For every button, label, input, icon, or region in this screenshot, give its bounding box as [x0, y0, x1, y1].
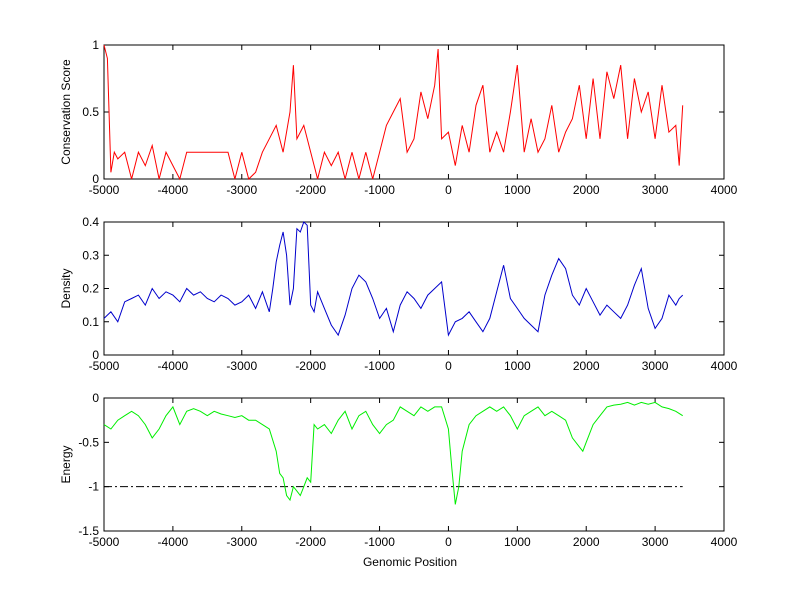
x-tick-label: 0: [445, 359, 452, 373]
series-line: [103, 221, 684, 337]
x-tick-label: -3000: [226, 535, 257, 549]
y-tick-label: -1.5: [78, 524, 99, 538]
x-tick-label: -5000: [89, 535, 120, 549]
x-tick-label: 4000: [711, 359, 738, 373]
series-line: [103, 44, 684, 181]
x-tick-label: -2000: [295, 359, 326, 373]
panel-2: -5000 -4000 -3000 -2000 -1000 0 1000 2000 3000 40…: [59, 215, 738, 373]
x-tick-label: 0: [445, 183, 452, 197]
panel-1: -5000 -4000 -3000 -2000 -1000 0 1000 2000 3000 40…: [59, 38, 738, 197]
x-tick-label: -2000: [295, 183, 326, 197]
x-tick-label: -4000: [158, 183, 189, 197]
x-tick-label: -4000: [158, 535, 189, 549]
y-tick-label: 0.5: [82, 105, 99, 119]
x-tick-label: 2000: [573, 359, 600, 373]
panels: -5000 -4000 -3000 -2000 -1000 0 1000 2000 3000 40…: [59, 38, 738, 549]
x-tick-label: 3000: [642, 183, 669, 197]
x-tick-label: 4000: [711, 183, 738, 197]
y-axis-label: Conservation Score: [59, 59, 73, 165]
x-tick-label: 3000: [642, 359, 669, 373]
y-tick-label: 0.2: [82, 282, 99, 296]
x-tick-label: 2000: [573, 183, 600, 197]
x-tick-label: 0: [445, 535, 452, 549]
y-tick-label: 0: [92, 391, 99, 405]
x-axis-label: Genomic Position: [363, 555, 457, 569]
x-tick-label: -1000: [364, 535, 395, 549]
x-tick-label: 4000: [711, 535, 738, 549]
x-tick-label: -4000: [158, 359, 189, 373]
series-line: [103, 401, 683, 505]
x-tick-label: -3000: [226, 359, 257, 373]
y-axis-label: Energy: [59, 445, 73, 483]
x-tick-label: -5000: [89, 183, 120, 197]
x-tick-label: -5000: [89, 359, 120, 373]
y-tick-label: 1: [92, 38, 99, 52]
x-tick-label: -1000: [364, 183, 395, 197]
y-tick-label: 0: [92, 172, 99, 186]
axes-box: [103, 397, 725, 532]
x-tick-label: -2000: [295, 535, 326, 549]
x-tick-label: 2000: [573, 535, 600, 549]
y-tick-label: 0.3: [82, 248, 99, 262]
y-axis-label: Density: [59, 268, 73, 308]
x-tick-label: 1000: [504, 535, 531, 549]
y-tick-label: -0.5: [78, 435, 99, 449]
y-tick-label: 0: [92, 348, 99, 362]
y-tick-label: -1: [88, 480, 99, 494]
x-tick-label: 1000: [504, 183, 531, 197]
x-tick-label: 1000: [504, 359, 531, 373]
axes-box: [103, 221, 725, 356]
x-tick-label: -3000: [226, 183, 257, 197]
x-tick-label: 3000: [642, 535, 669, 549]
y-tick-label: 0.1: [82, 315, 99, 329]
panel-3: -5000 -4000 -3000 -2000 -1000 0 1000 2000 3000 40…: [59, 391, 738, 549]
x-tick-label: -1000: [364, 359, 395, 373]
y-tick-label: 0.4: [82, 215, 99, 229]
